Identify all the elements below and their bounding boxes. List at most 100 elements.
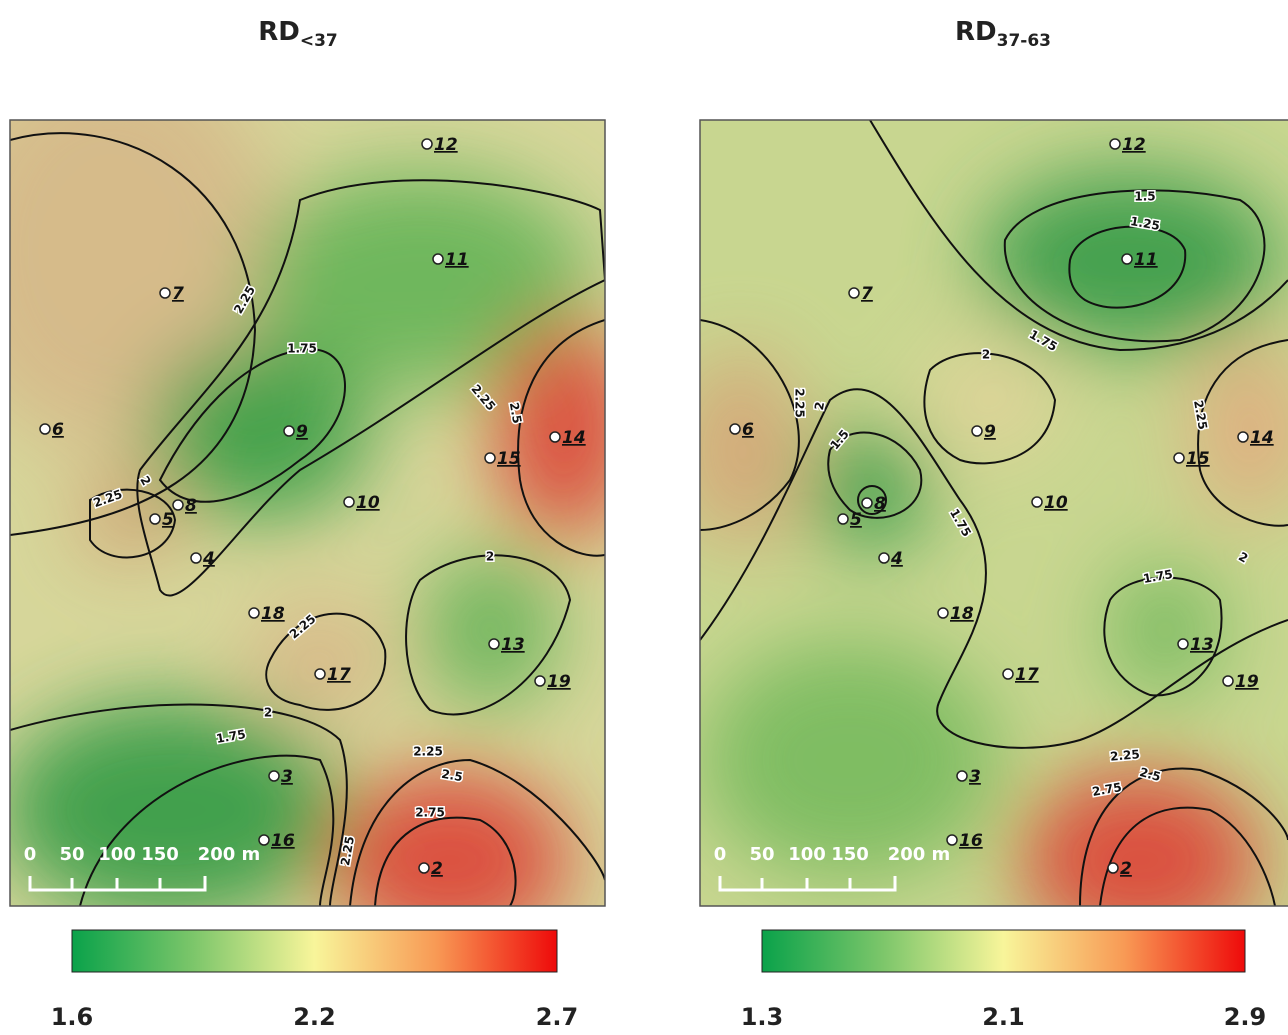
sample-point [1177,638,1189,650]
contour-label: 1.25 [1129,214,1161,233]
scale-bar [718,876,897,892]
sample-point [248,607,260,619]
colorbar-min: 1.6 [51,1003,94,1031]
sample-point [534,675,546,687]
sample-point [946,834,958,846]
map-right [700,120,1288,906]
scale-label: 200 m [198,844,261,865]
point-label: 10 [1044,493,1068,513]
colorbar-max: 2.9 [1224,1003,1267,1031]
sample-point [837,513,849,525]
contour-label: 1.5 [1134,190,1155,204]
contour-label: 2.5 [440,767,463,784]
point-label: 14 [562,428,586,448]
colorbar [71,929,558,973]
colorbar-max: 2.7 [536,1003,579,1031]
scale-label: 150 [141,844,179,865]
sample-point [190,552,202,564]
panel-title: RD37-63 [955,17,1051,52]
contour-label: 2.25 [1191,399,1210,431]
colorbar [761,929,1246,973]
scale-bar [28,876,207,892]
contour-label: 2 [982,348,990,362]
point-label: 18 [950,604,974,624]
point-label: 17 [1015,665,1039,685]
title-subscript: 37-63 [997,31,1051,51]
sample-point [1121,253,1133,265]
scale-label: 200 m [888,844,951,865]
colorbar-min: 1.3 [741,1003,784,1031]
point-label: 7 [172,284,184,304]
sample-point [971,425,983,437]
point-label: 17 [327,665,351,685]
point-label: 5 [162,510,174,530]
scale-label: 0 [24,844,37,865]
point-label: 15 [1186,449,1210,469]
point-label: 7 [861,284,873,304]
scale-label: 50 [59,844,84,865]
point-label: 11 [445,250,469,270]
map-frame [9,119,606,907]
contour-label: 1.75 [215,727,247,746]
sample-point [1173,452,1185,464]
point-label: 5 [850,510,862,530]
title-main: RD [955,17,997,47]
scale-label: 100 [788,844,826,865]
point-label: 6 [742,420,754,440]
point-label: 6 [52,420,64,440]
contour-label: 2.25 [413,745,443,759]
point-label: 3 [969,767,981,787]
point-label: 14 [1250,428,1274,448]
contour-label: 2 [264,706,272,720]
contour-label: 2.25 [793,388,807,418]
point-label: 12 [1122,135,1146,155]
contour-label: 1.75 [1142,567,1174,586]
point-label: 11 [1134,250,1158,270]
contour-label: 2 [812,401,827,412]
map-frame [699,119,1288,907]
sample-point [488,638,500,650]
title-main: RD [258,17,300,47]
sample-point [1002,668,1014,680]
sample-point [283,425,295,437]
point-label: 19 [1235,672,1259,692]
contour-label: 2.75 [415,806,445,820]
point-label: 18 [261,604,285,624]
sample-point [343,496,355,508]
contour-label: 2.75 [1091,780,1123,799]
point-label: 4 [202,549,215,569]
point-label: 13 [501,635,525,655]
sample-point [878,552,890,564]
sample-point [432,253,444,265]
sample-point [39,423,51,435]
panel-title: RD<37 [258,17,338,52]
sample-point [258,834,270,846]
point-label: 2 [431,859,443,879]
scale-label: 100 [98,844,136,865]
point-label: 9 [984,422,996,442]
sample-point [1237,431,1249,443]
scale-label: 50 [749,844,774,865]
point-label: 19 [547,672,571,692]
point-label: 15 [497,449,521,469]
point-label: 10 [356,493,380,513]
sample-point [484,452,496,464]
title-subscript: <37 [300,31,338,51]
scale-label: 0 [714,844,727,865]
sample-point [421,138,433,150]
contour-label: 2 [486,550,494,564]
sample-point [1107,862,1119,874]
contour-label: 2.5 [507,401,524,424]
point-label: 2 [1120,859,1132,879]
sample-point [937,607,949,619]
point-label: 12 [434,135,458,155]
sample-point [861,497,873,509]
sample-point [1109,138,1121,150]
map-left [10,120,605,906]
sample-point [848,287,860,299]
sample-point [418,862,430,874]
sample-point [314,668,326,680]
sample-point [149,513,161,525]
point-label: 13 [1190,635,1214,655]
